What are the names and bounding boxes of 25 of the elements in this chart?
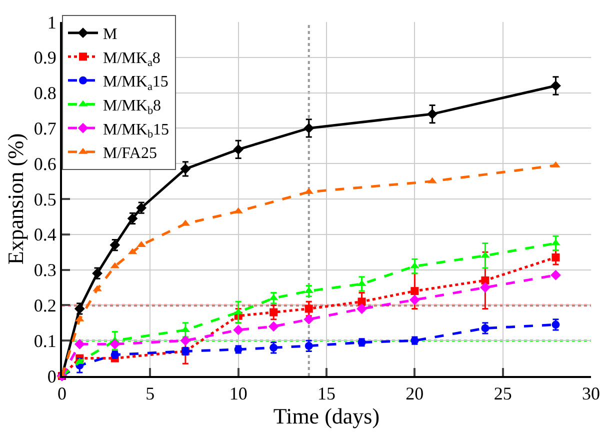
y-axis-title: Expansion (%) (3, 133, 28, 265)
y-tick-label: 0.5 (34, 189, 56, 210)
x-axis-title: Time (days) (273, 404, 380, 429)
y-tick-label: 0.6 (34, 154, 56, 174)
legend-label: M/MK$_{b}$8 (103, 97, 162, 117)
x-tick-label: 5 (146, 384, 155, 404)
legend-label: M/FA25 (103, 145, 157, 162)
y-tick-label: 1 (47, 12, 56, 32)
legend-label: M/MK$_{a}$8 (103, 50, 160, 70)
y-tick-label: 0.7 (34, 118, 56, 138)
y-tick-label: 0.1 (34, 330, 56, 351)
x-tick-label: 10 (229, 384, 248, 404)
y-tick-label: 0.2 (34, 296, 56, 316)
x-tick-label: 30 (582, 384, 600, 404)
x-tick-label: 20 (406, 384, 424, 404)
y-tick-label: 0.4 (34, 224, 56, 245)
y-tick-label: 0.3 (34, 260, 56, 280)
y-tick-label: 0 (47, 366, 56, 386)
y-tick-label: 0.8 (34, 83, 56, 104)
y-tick-label: 0.9 (34, 48, 56, 68)
legend-label: M/MK$_{b}$15 (103, 121, 170, 141)
legend-label: M (103, 26, 118, 44)
x-tick-label: 15 (318, 384, 336, 404)
legend-label: M/MK$_{a}$15 (103, 74, 168, 94)
x-tick-label: 25 (494, 384, 512, 404)
